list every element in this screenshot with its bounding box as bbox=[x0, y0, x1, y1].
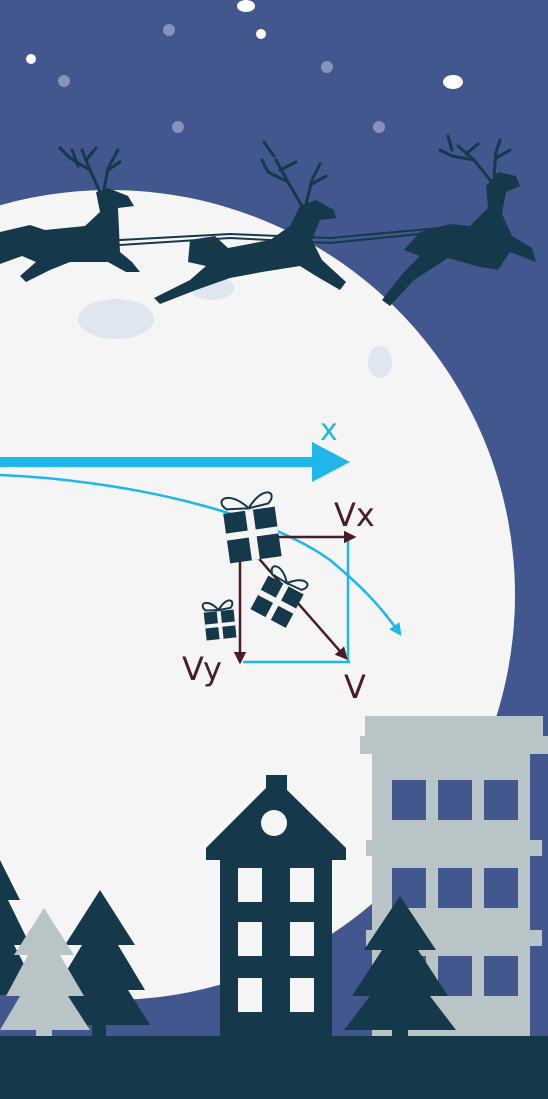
gift-small bbox=[201, 599, 237, 641]
tree-light bbox=[0, 908, 90, 1038]
v-label: V bbox=[344, 668, 366, 706]
star-2 bbox=[256, 29, 266, 39]
star-7 bbox=[443, 75, 463, 89]
vx-label: Vx bbox=[334, 496, 375, 534]
reindeer-3 bbox=[382, 134, 536, 306]
ground bbox=[0, 1036, 548, 1099]
star-1 bbox=[237, 0, 255, 12]
moon-crater bbox=[368, 346, 392, 378]
star-6 bbox=[321, 61, 333, 73]
star-8 bbox=[172, 121, 184, 133]
townhouse bbox=[206, 775, 346, 1040]
star-5 bbox=[58, 75, 70, 87]
reindeer-2 bbox=[154, 140, 346, 304]
round-window bbox=[261, 810, 287, 836]
star-9 bbox=[373, 121, 385, 133]
star-4 bbox=[26, 54, 36, 64]
stars bbox=[26, 0, 463, 133]
vy-label: Vy bbox=[182, 650, 222, 688]
moon-crater bbox=[78, 299, 154, 339]
star-3 bbox=[163, 24, 175, 36]
reindeer-1 bbox=[0, 146, 140, 282]
velocity-rectangle bbox=[243, 537, 350, 664]
gift-large bbox=[220, 491, 282, 564]
x-axis-arrowhead bbox=[312, 442, 350, 482]
gift-medium bbox=[250, 565, 309, 628]
x-axis-label: x bbox=[320, 413, 338, 448]
